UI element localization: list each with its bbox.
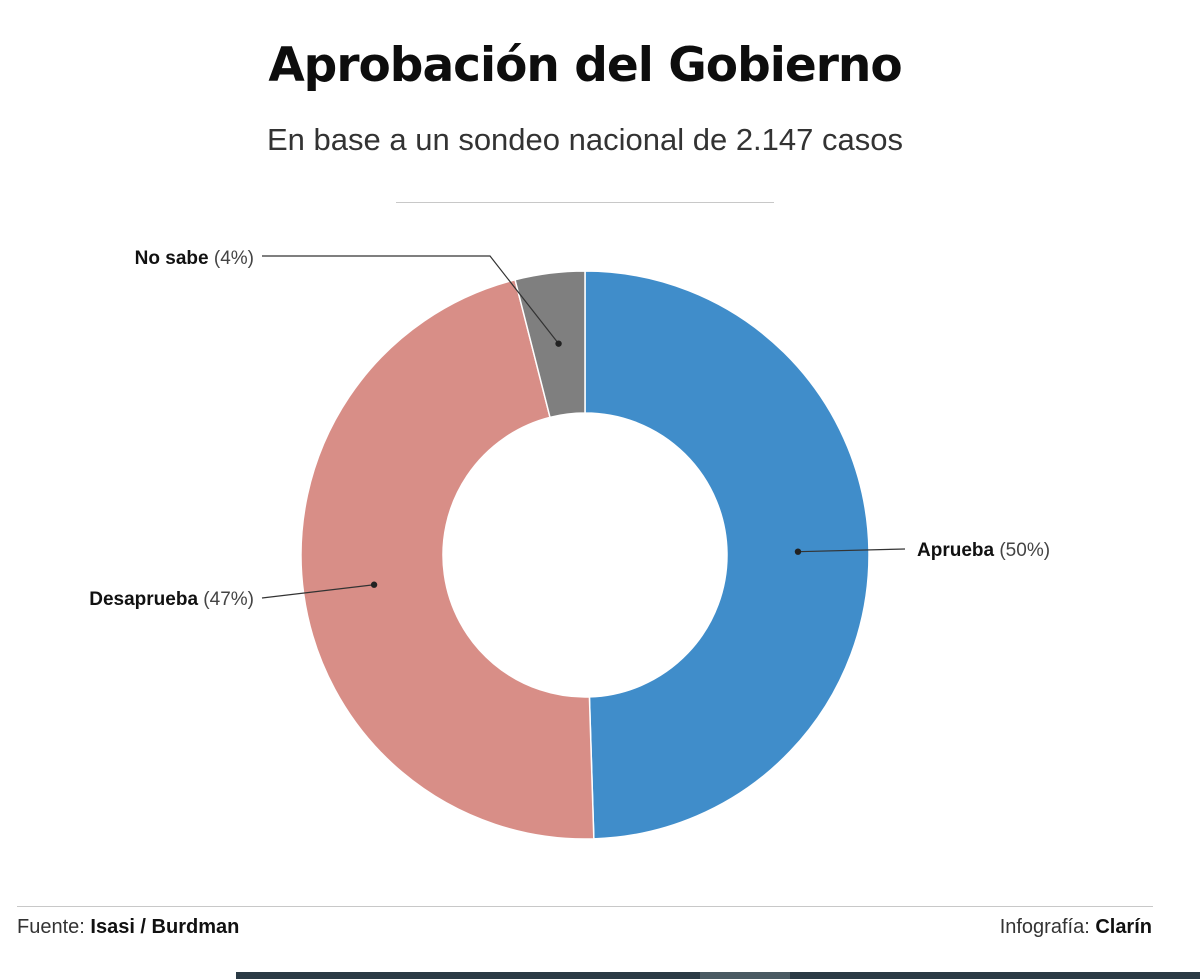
leader-dot [555, 340, 562, 347]
donut-slice-no-sabe [514, 270, 586, 419]
leader-line [797, 548, 906, 553]
bottom-bar-segment [700, 972, 790, 979]
credit-prefix: Infografía: [999, 916, 1090, 938]
source-name: Isasi / Burdman [90, 916, 240, 938]
title-divider [396, 202, 774, 203]
slice-label-value: (4%) [209, 248, 254, 269]
footer-divider [17, 906, 1153, 907]
source-credit: Fuente: Isasi / Burdman [17, 916, 239, 939]
chart-subtitle: En base a un sondeo nacional de 2.147 ca… [267, 122, 903, 157]
slice-label-name: Aprueba [917, 540, 995, 561]
slice-label: No sabe (4%) [135, 248, 254, 269]
source-prefix: Fuente: [17, 916, 85, 938]
slice-label: Desaprueba (47%) [89, 589, 254, 610]
credit-name: Clarín [1095, 916, 1152, 938]
infographic-credit: Infografía: Clarín [1000, 916, 1152, 939]
slice-label-name: Desaprueba [89, 589, 198, 610]
slice-label: Aprueba (50%) [917, 540, 1050, 561]
leader-line [261, 584, 375, 599]
chart-title: Aprobación del Gobierno [268, 38, 902, 93]
leader-dot [370, 581, 378, 588]
donut-slice-aprueba [584, 270, 870, 840]
leader-line [262, 255, 560, 345]
donut-chart: Aprueba (50%) Desaprueba (47%) No sabe (4%… [89, 248, 1050, 840]
slice-label-name: No sabe [135, 248, 209, 269]
donut-slice-desaprueba [300, 278, 595, 840]
slice-label-value: (47%) [198, 589, 254, 610]
slice-label-value: (50%) [994, 540, 1050, 561]
leader-dot [794, 548, 802, 555]
